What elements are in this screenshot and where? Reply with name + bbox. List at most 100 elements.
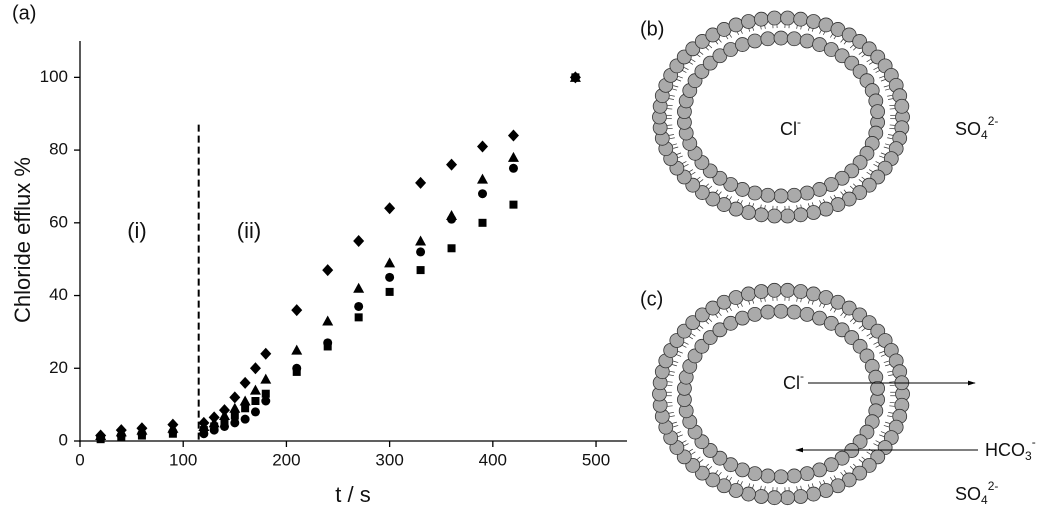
lipid-head [806,286,821,302]
lipid-tail [673,85,679,88]
lipid-head [723,457,739,473]
lipid-tail [677,351,683,354]
point [219,421,229,431]
lipid-head [870,104,885,120]
lipid-head [894,98,910,114]
ion-text: SO [955,119,981,139]
lipid-head [852,465,868,481]
lipid-tail [688,61,694,65]
ion-sup: - [797,115,801,129]
lipid-tail [699,179,704,183]
lipid-head [870,380,885,396]
lipid-tail [688,335,694,340]
point [230,411,239,420]
ion-label: HCO3- [985,435,1036,463]
point [447,244,456,253]
lipid-head [694,307,710,323]
lipid-tail [708,44,713,49]
ion-sup: - [800,369,804,383]
point [230,418,240,428]
lipid-tail [677,434,683,437]
point [322,315,334,326]
ion-text: SO [955,484,981,504]
lipid-tail [677,75,683,79]
lipid-head [767,208,782,224]
lipid-head [747,33,763,49]
lipid-tail [868,61,874,65]
point [416,266,425,275]
point [261,396,271,406]
lipid-tail [708,185,713,190]
x-tick-label: 200 [272,450,300,469]
lipid-tail [866,451,871,455]
lipid-tail [885,88,891,91]
x-tick-label: 0 [75,450,84,469]
lipid-tail [752,299,755,304]
lipid-head [753,284,769,299]
lipid-head [799,33,815,49]
lipid-head [712,450,728,466]
lipid-head [806,486,821,502]
lipid-tail [673,360,679,363]
lipid-head [760,31,776,47]
lipid-head [741,14,756,29]
vesicle [652,10,910,224]
x-tick-label: 500 [582,450,610,469]
lipid-tail [885,143,891,146]
lipid-tail [883,146,889,149]
ion-sub: 3 [1025,449,1032,463]
point [478,189,488,199]
point [507,151,519,162]
lipid-tail [861,327,866,332]
lipid-head [773,30,789,46]
lipid-tail [880,354,886,357]
x-tick-label: 100 [169,450,197,469]
lipid-head [773,469,789,485]
lipid-head [767,490,782,506]
lipid-tail [671,143,677,146]
lipid-tail [668,374,674,377]
lipid-tail [691,451,696,455]
point [385,287,394,296]
lipid-head [773,188,789,204]
lipid-tail [696,456,701,461]
ion-sub: 4 [981,128,988,142]
lipid-tail [676,354,682,357]
lipid-tail [718,38,722,43]
lipid-tail [681,344,687,348]
lipid-head [812,182,827,197]
lipid-tail [807,299,810,304]
lipid-tail [887,370,893,373]
x-axis-title: t / s [335,482,370,507]
ion-text: Cl [780,119,797,139]
point [218,404,230,417]
lipid-tail [683,341,689,345]
lipid-head [806,205,821,220]
lipid-head [728,290,744,305]
lipid-tail [866,333,871,337]
lipid-tail [858,179,863,183]
lipid-tail [883,360,889,363]
lipid-tail [671,421,677,424]
lipid-head [823,315,839,331]
ion-sub: 4 [981,493,988,507]
lipid-tail [668,98,674,100]
lipid-tail [728,196,732,201]
point [507,129,519,142]
annotation: (ii) [237,218,261,243]
lipid-tail [677,155,683,159]
lipid-tail [673,146,679,149]
lipid-tail [840,38,844,43]
lipid-tail [681,161,687,164]
lipid-tail [849,318,854,323]
lipid-head [841,300,857,316]
lipid-head [735,37,750,52]
lipid-head [760,187,776,203]
point [240,414,250,424]
lipid-head [767,10,782,26]
lipid-head [786,468,802,484]
lipid-head [799,185,815,201]
lipid-tail [849,44,854,49]
lipid-tail [696,327,701,332]
lipid-tail [691,333,696,337]
